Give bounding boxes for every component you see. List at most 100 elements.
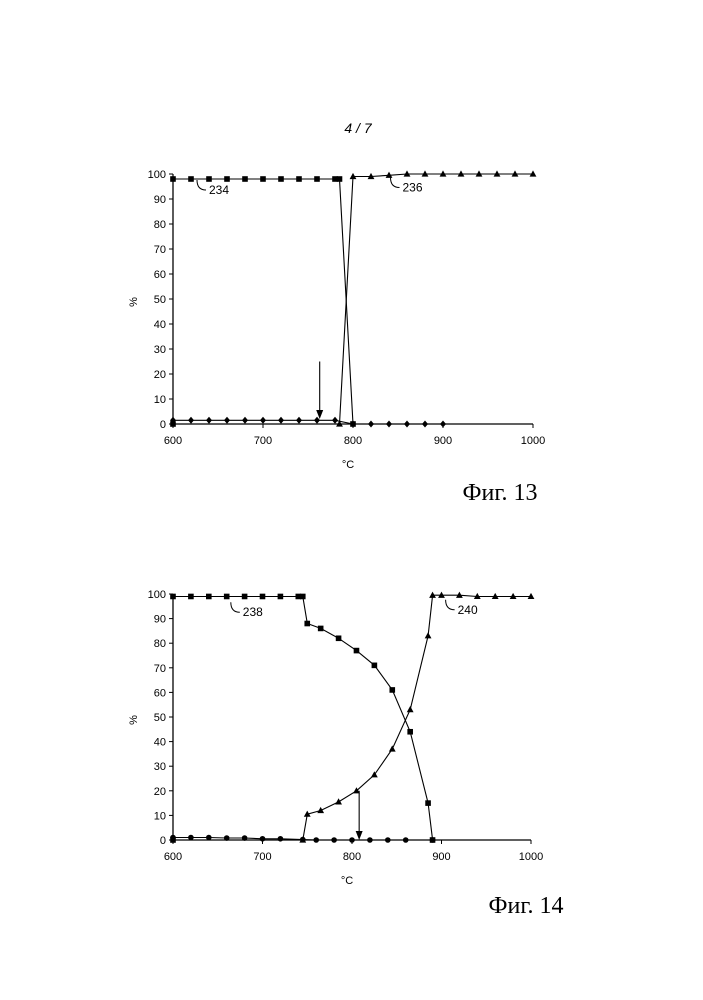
data-point (425, 800, 431, 806)
y-tick-label: 80 (154, 219, 166, 231)
data-point (332, 417, 338, 424)
y-tick-label: 0 (160, 419, 166, 431)
data-point (188, 594, 194, 600)
y-tick-label: 50 (154, 712, 166, 724)
page-number: 4 / 7 (344, 120, 372, 136)
x-tick-label: 900 (434, 435, 452, 447)
data-point (317, 807, 324, 813)
series-line (173, 597, 433, 841)
data-point (335, 798, 342, 804)
y-tick-label: 0 (160, 835, 166, 847)
data-point (278, 594, 284, 600)
data-point (278, 836, 284, 842)
series-label-leader (197, 180, 206, 190)
data-point (300, 837, 306, 843)
data-point (407, 729, 413, 735)
x-axis-label: °C (341, 875, 353, 887)
data-point (170, 176, 176, 182)
data-point (367, 837, 373, 843)
x-tick-label: 900 (432, 851, 450, 863)
data-point (170, 594, 176, 600)
series-label-236: 236 (403, 181, 423, 195)
data-point (206, 835, 212, 841)
data-point (188, 176, 194, 182)
x-tick-label: 1000 (519, 851, 543, 863)
data-point (260, 176, 266, 182)
x-tick-label: 800 (343, 851, 361, 863)
y-tick-label: 90 (154, 194, 166, 206)
x-tick-label: 1000 (521, 435, 545, 447)
y-tick-label: 80 (154, 638, 166, 650)
figure-caption-14: Фиг. 14 (489, 893, 564, 919)
data-point (260, 417, 266, 424)
y-axis-label: % (128, 297, 140, 307)
data-point (304, 621, 310, 627)
y-tick-label: 40 (154, 319, 166, 331)
data-point (260, 594, 266, 600)
y-tick-label: 60 (154, 269, 166, 281)
data-point (313, 837, 319, 843)
data-point (224, 835, 230, 841)
y-tick-label: 100 (148, 589, 166, 601)
data-point (206, 176, 212, 182)
data-point (354, 648, 360, 654)
chart-fig-14: 01020304050607080901006007008009001000°C… (128, 589, 543, 887)
y-axis-label: % (128, 715, 140, 725)
data-point (242, 417, 248, 424)
y-tick-label: 60 (154, 687, 166, 699)
data-point (389, 745, 396, 751)
data-point (337, 176, 343, 182)
series-label-leader (231, 602, 240, 612)
data-point (389, 687, 395, 693)
data-point (349, 837, 355, 843)
data-point (336, 635, 342, 641)
series-label-leader (446, 600, 455, 610)
data-point (403, 837, 409, 843)
data-point (300, 594, 306, 600)
y-tick-label: 90 (154, 614, 166, 626)
x-tick-label: 800 (344, 435, 362, 447)
x-tick-label: 700 (253, 851, 271, 863)
x-tick-label: 700 (254, 435, 272, 447)
series-label-238: 238 (243, 605, 263, 619)
series-label-240: 240 (458, 603, 478, 617)
figure-caption-13: Фиг. 13 (463, 480, 538, 506)
data-point (224, 417, 230, 424)
y-tick-label: 10 (154, 810, 166, 822)
data-point (386, 421, 392, 428)
data-point (318, 626, 324, 632)
data-point (331, 837, 337, 843)
data-point (260, 836, 266, 842)
data-point (407, 706, 414, 712)
chart-fig-13: 01020304050607080901006007008009001000°C… (128, 169, 545, 471)
y-tick-label: 10 (154, 394, 166, 406)
data-point (188, 417, 194, 424)
data-point (422, 421, 428, 428)
data-point (314, 176, 320, 182)
x-axis-label: °C (342, 459, 354, 471)
data-point (430, 837, 436, 843)
data-point (242, 594, 248, 600)
y-tick-label: 20 (154, 786, 166, 798)
y-tick-label: 30 (154, 344, 166, 356)
y-tick-label: 50 (154, 294, 166, 306)
series-line (173, 179, 353, 424)
data-point (425, 632, 432, 638)
series-line (340, 174, 534, 424)
data-point (372, 663, 378, 669)
data-point (314, 417, 320, 424)
data-point (278, 417, 284, 424)
y-tick-label: 70 (154, 663, 166, 675)
data-point (242, 835, 248, 841)
data-point (440, 421, 446, 428)
data-point (206, 417, 212, 424)
data-point (296, 176, 302, 182)
data-point (296, 417, 302, 424)
y-tick-label: 100 (148, 169, 166, 181)
data-point (170, 835, 176, 841)
data-point (206, 594, 212, 600)
series-label-leader (391, 178, 400, 188)
series-label-234: 234 (209, 183, 229, 197)
data-point (368, 421, 374, 428)
x-tick-label: 600 (164, 435, 182, 447)
